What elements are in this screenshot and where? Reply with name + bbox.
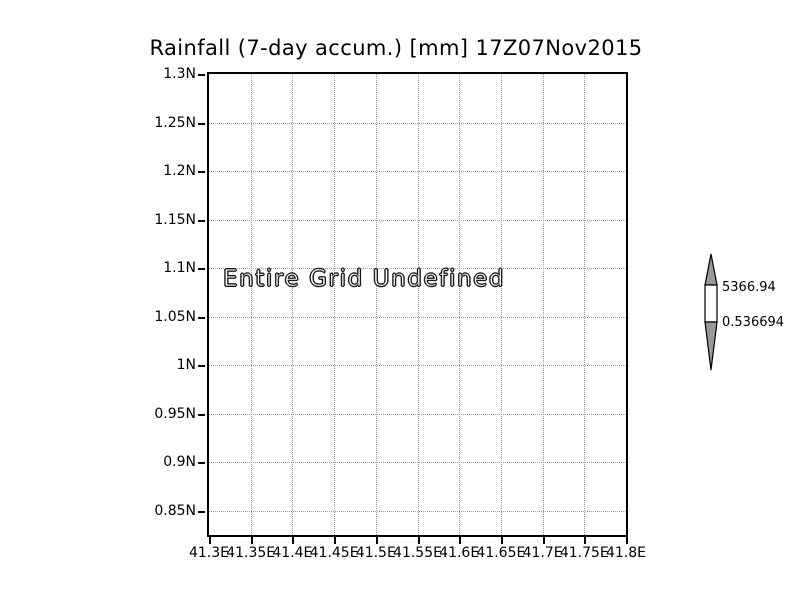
- page-title: Rainfall (7-day accum.) [mm] 17Z07Nov201…: [149, 36, 643, 60]
- gridline-vertical: [292, 74, 294, 535]
- y-axis-tick: [198, 413, 205, 416]
- y-axis-tick: [198, 316, 205, 319]
- x-axis-label: 41.4E: [272, 545, 313, 561]
- y-axis-label: 0.9N: [163, 454, 196, 471]
- x-axis-tick: [459, 537, 462, 544]
- gridline-horizontal: [209, 510, 626, 512]
- colorbar-band: [704, 284, 718, 323]
- gridline-horizontal: [209, 365, 626, 367]
- x-axis-label: 41.55E: [393, 545, 442, 561]
- x-axis-tick: [292, 537, 295, 544]
- gridline-vertical: [334, 74, 336, 535]
- x-axis-label: 41.8E: [605, 545, 647, 561]
- y-axis-label: 0.85N: [154, 502, 196, 519]
- x-axis-tick: [250, 537, 253, 544]
- x-axis-label: 41.45E: [309, 545, 359, 561]
- colorbar[interactable]: [698, 253, 724, 371]
- x-axis-tick: [584, 537, 587, 544]
- x-axis-tick: [209, 537, 211, 544]
- gridline-vertical: [459, 74, 461, 535]
- x-axis-tick: [626, 537, 628, 544]
- x-axis-tick: [417, 537, 420, 544]
- x-axis-label: 41.75E: [559, 545, 609, 561]
- x-axis-label: 41.3E: [188, 545, 230, 561]
- x-axis-label: 41.6E: [439, 545, 480, 561]
- y-axis-label: 1.15N: [154, 211, 196, 228]
- y-axis-tick: [198, 74, 205, 76]
- x-axis-tick: [542, 537, 545, 544]
- x-axis-tick: [500, 537, 503, 544]
- colorbar-upper-label: 5366.94: [722, 280, 776, 295]
- y-axis-tick: [198, 219, 205, 222]
- y-axis-label: 0.95N: [154, 405, 196, 422]
- colorbar-lower-label: 0.536694: [722, 315, 785, 330]
- y-axis-tick: [198, 462, 205, 465]
- gridline-vertical: [584, 74, 586, 535]
- x-axis-tick: [375, 537, 378, 544]
- gridline-vertical: [250, 74, 252, 535]
- colorbar-upper-arrow: [704, 253, 718, 286]
- gridline-vertical: [417, 74, 419, 535]
- x-axis-label: 41.35E: [226, 545, 276, 561]
- plot-area: Entire Grid Undefined: [207, 72, 628, 537]
- y-axis-label: 1.05N: [154, 308, 196, 325]
- y-axis-label: 1N: [176, 357, 196, 374]
- colorbar-graphic: [704, 253, 718, 371]
- gridline-horizontal: [209, 413, 626, 415]
- gridline-horizontal: [209, 316, 626, 318]
- gridline-horizontal: [209, 268, 626, 270]
- y-axis-label: 1.3N: [163, 66, 196, 82]
- gridline-vertical: [500, 74, 502, 535]
- y-axis-tick: [198, 171, 205, 174]
- x-axis-label: 41.7E: [522, 545, 563, 561]
- x-axis-tick: [334, 537, 337, 544]
- gridline-horizontal: [209, 171, 626, 173]
- y-axis-tick: [198, 510, 205, 513]
- y-axis-tick: [198, 268, 205, 271]
- colorbar-lower-arrow: [704, 321, 718, 371]
- undefined-grid-message: Entire Grid Undefined: [223, 266, 506, 293]
- x-axis-label: 41.5E: [355, 545, 396, 561]
- y-axis-tick: [198, 122, 205, 125]
- gridline-vertical: [375, 74, 377, 535]
- y-axis-label: 1.25N: [154, 114, 196, 131]
- x-axis-label: 41.65E: [476, 545, 526, 561]
- gridline-horizontal: [209, 122, 626, 124]
- gridline-horizontal: [209, 219, 626, 221]
- y-axis-tick: [198, 365, 205, 368]
- y-axis-label: 1.2N: [163, 163, 196, 180]
- y-axis-label: 1.1N: [163, 260, 196, 277]
- gridline-vertical: [542, 74, 544, 535]
- gridline-horizontal: [209, 462, 626, 464]
